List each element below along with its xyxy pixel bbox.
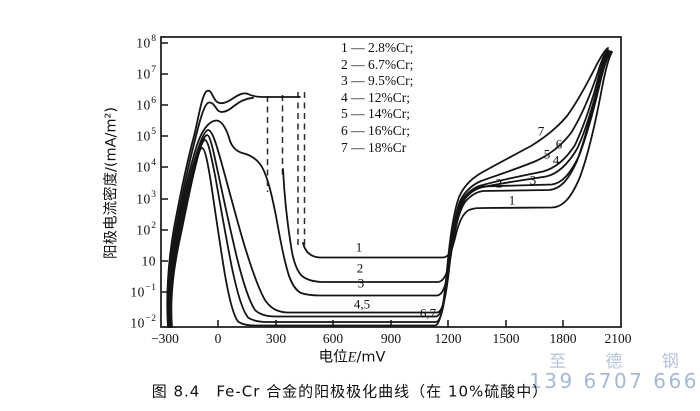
y-tick-label: 108 bbox=[136, 33, 157, 51]
x-tick-label: 0 bbox=[214, 331, 222, 346]
figure-caption: 图 8.4 Fe-Cr 合金的阳极极化曲线（在 10%硫酸中） bbox=[151, 382, 549, 401]
legend: 1 — 2.8%Cr; 2 — 6.7%Cr; 3 — 9.5%Cr; 4 — … bbox=[341, 40, 413, 156]
curve-3 bbox=[168, 50, 612, 328]
curve-1-passive bbox=[302, 51, 613, 259]
legend-item: 1 — 2.8%Cr; bbox=[341, 40, 414, 55]
curve-label-passive-45: 4,5 bbox=[353, 296, 371, 312]
x-tick-label: 300 bbox=[265, 331, 287, 346]
legend-item: 3 — 9.5%Cr; bbox=[341, 73, 414, 89]
y-tick-label: 105 bbox=[136, 126, 157, 144]
curve-label-trans-2: 2 bbox=[495, 175, 503, 191]
y-tick-label: 106 bbox=[136, 95, 157, 113]
curve-label-trans-4: 4 bbox=[552, 152, 560, 168]
curve-label-trans-5: 5 bbox=[543, 146, 551, 162]
x-tick-label: −300 bbox=[151, 331, 179, 346]
curve-label-trans-3: 3 bbox=[529, 172, 537, 188]
x-tick-label: 900 bbox=[380, 331, 402, 346]
y-tick-label: 107 bbox=[136, 64, 157, 82]
curve-label-passive-1: 1 bbox=[355, 239, 363, 255]
curve-1-active bbox=[166, 89, 301, 328]
x-axis-title: 电位E/mV bbox=[318, 349, 386, 366]
x-tick-label: 1800 bbox=[549, 331, 577, 346]
y-axis-title: 阳极电流密度/(mA/m²) bbox=[103, 106, 120, 260]
legend-item: 5 — 14%Cr; bbox=[341, 106, 410, 122]
y-tick-label: 10−2 bbox=[130, 313, 157, 331]
y-tick-label: 10−1 bbox=[130, 282, 157, 300]
curve-2-active bbox=[167, 96, 254, 328]
y-tick-label: 104 bbox=[136, 157, 157, 175]
x-tick-label: 1500 bbox=[492, 331, 520, 346]
legend-item: 2 — 6.7%Cr; bbox=[341, 56, 414, 72]
curve-label-passive-67: 6,7 bbox=[419, 305, 437, 321]
legend-item: 4 — 12%Cr; bbox=[341, 89, 410, 105]
curve-label-trans-6: 6 bbox=[555, 136, 563, 152]
curve-label-trans-1: 1 bbox=[508, 192, 516, 208]
curve-label-passive-2: 2 bbox=[356, 260, 364, 276]
curve-label-passive-3: 3 bbox=[357, 275, 365, 291]
watermark-phone: 139 6707 6667 bbox=[529, 369, 700, 393]
y-tick-label: 10 bbox=[141, 253, 156, 269]
x-tick-label: 1200 bbox=[434, 331, 462, 346]
curve-label-trans-7: 7 bbox=[537, 123, 545, 139]
y-axis-tickmarks bbox=[161, 42, 168, 293]
curve-7 bbox=[170, 47, 609, 328]
watermark-text: 至 德 钢 业 bbox=[549, 352, 700, 372]
x-tick-label: 600 bbox=[322, 331, 344, 346]
y-tick-label: 102 bbox=[136, 220, 157, 238]
curve-2-passive bbox=[282, 51, 610, 283]
legend-item: 6 — 16%Cr; bbox=[341, 122, 410, 138]
y-tick-label: 103 bbox=[136, 189, 157, 207]
x-tick-label: 2100 bbox=[604, 331, 632, 346]
legend-item: 7 — 18%Cr bbox=[341, 139, 407, 155]
curve-4 bbox=[168, 50, 611, 328]
